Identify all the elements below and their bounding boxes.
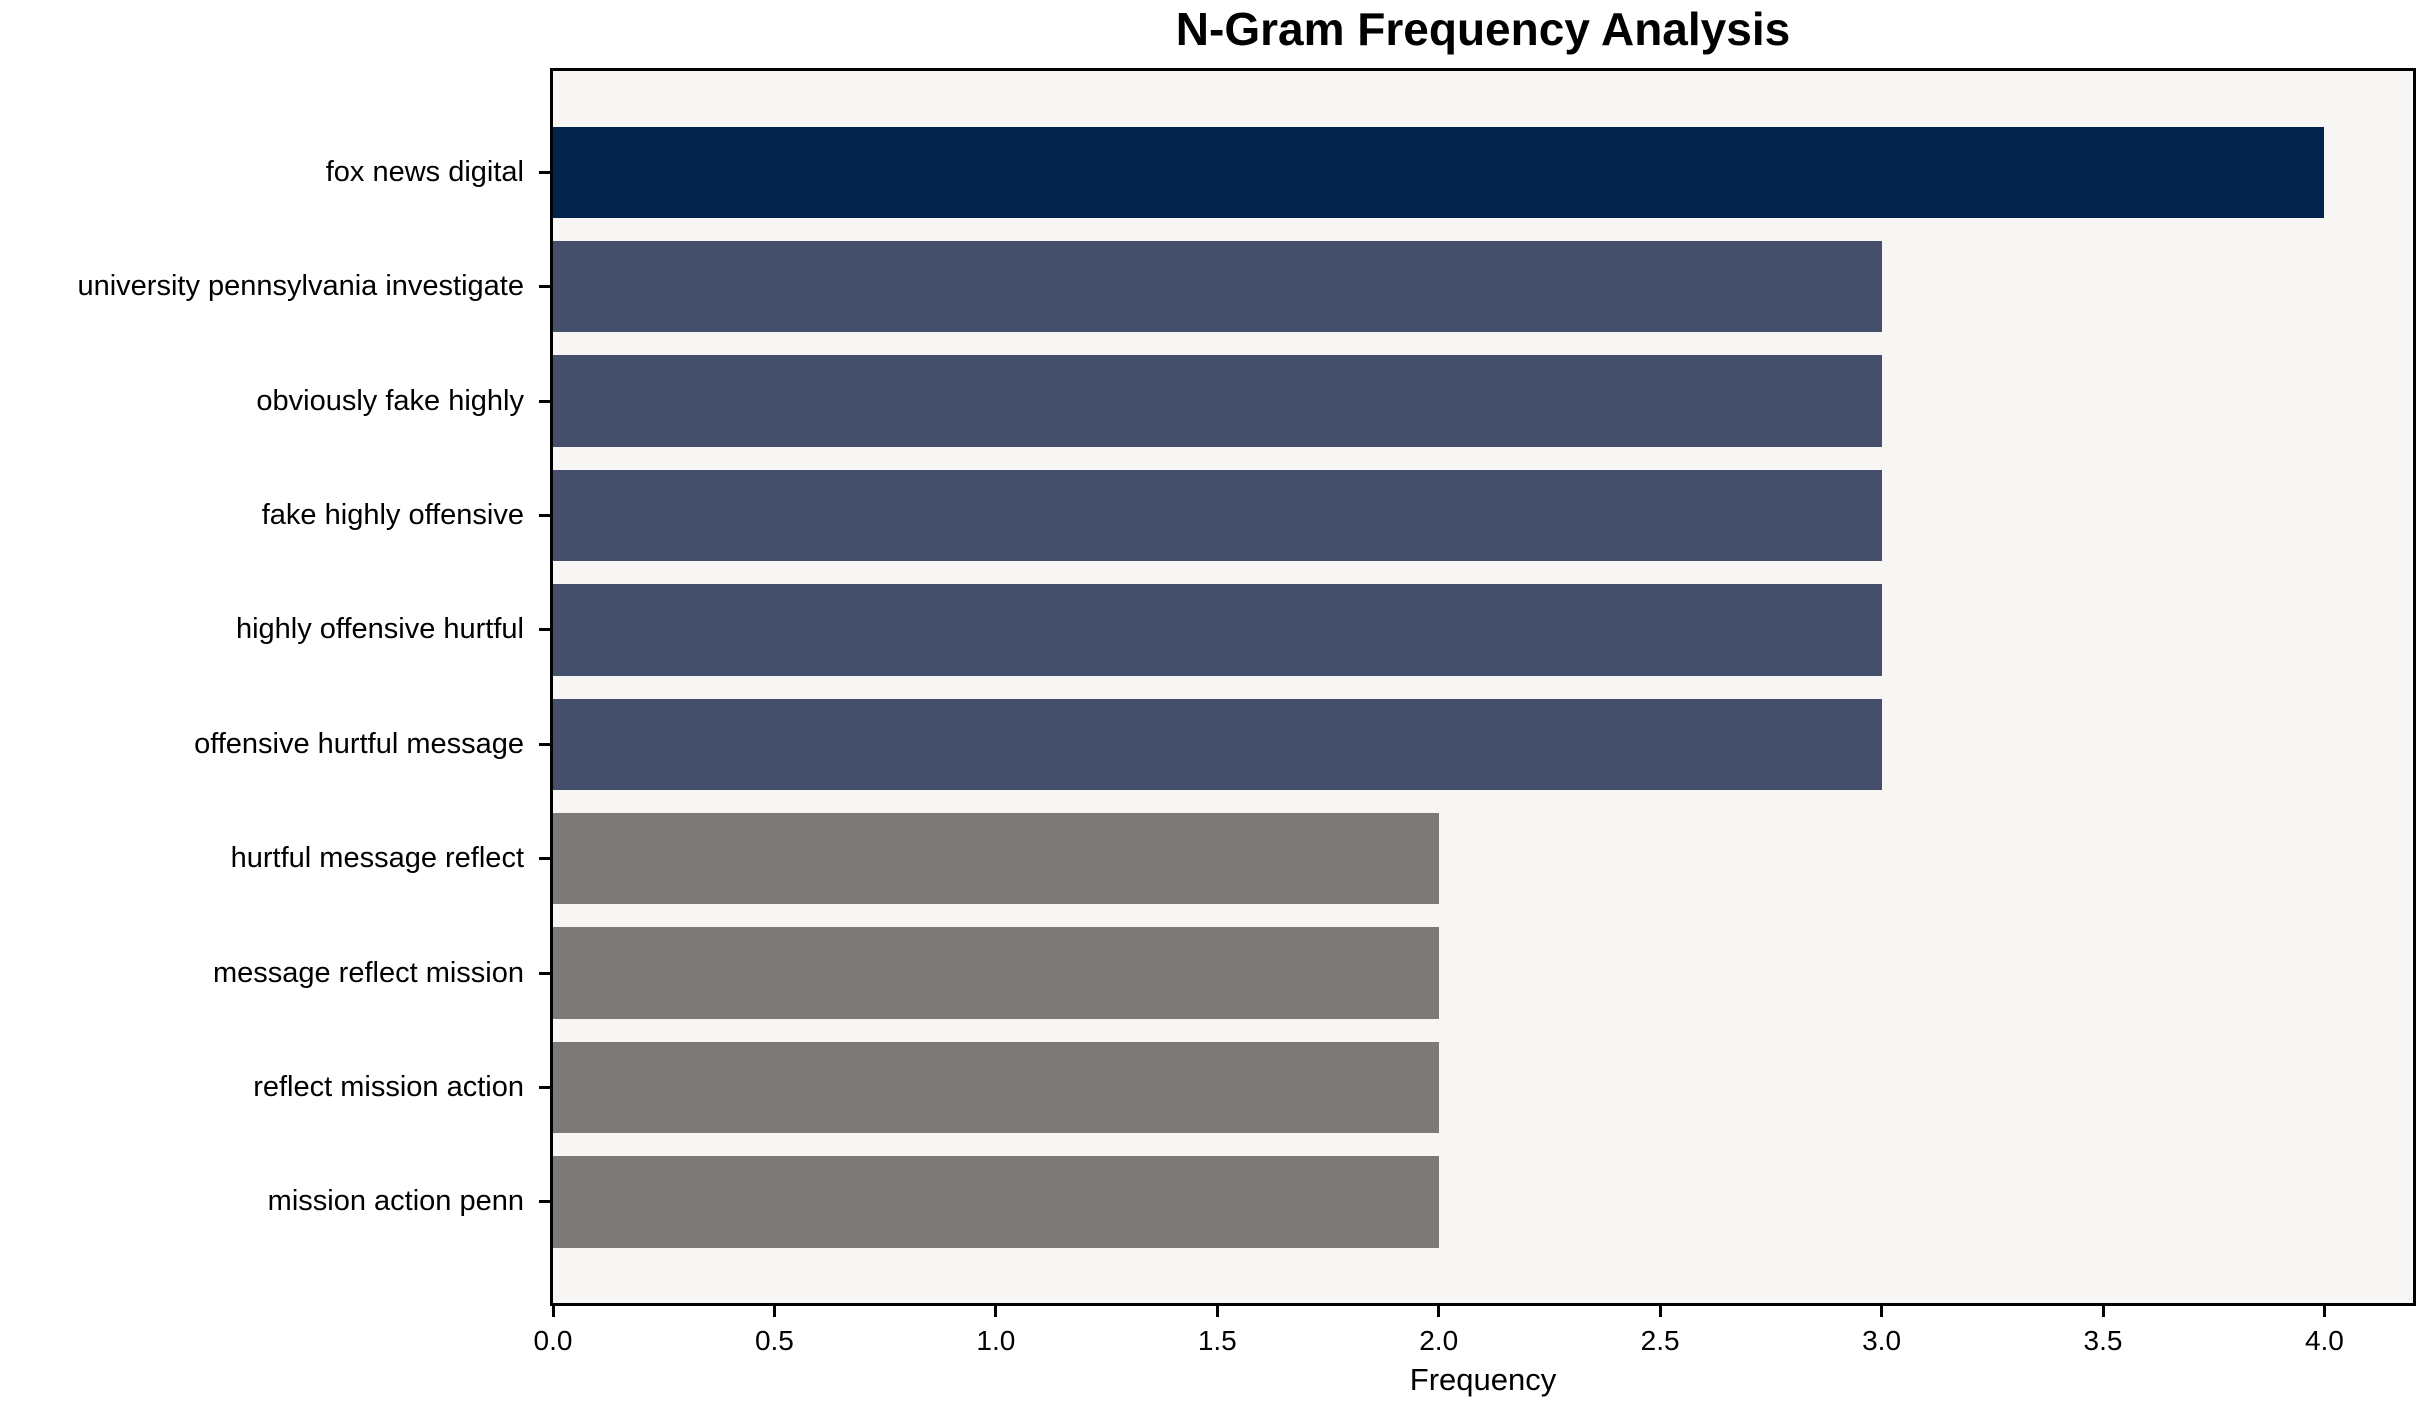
bar-hurtful-message-reflect [553,812,1439,905]
x-tick-mark [1880,1306,1884,1317]
plot-area [550,68,2416,1306]
x-axis-label: Frequency [1409,1362,1557,1397]
y-tick-mark [539,513,550,517]
bar-highly-offensive-hurtful [553,584,1882,676]
bar-mission-action-penn [553,1156,1439,1248]
x-tick-mark [1437,1306,1441,1317]
bar-fake-highly-offensive [553,469,1882,562]
x-tick-label: 4.0 [2304,1325,2344,1356]
bar-obviously-fake-highly [553,355,1882,447]
y-tick-mark [539,971,550,975]
y-tick-mark [539,857,550,861]
y-tick-label: fake highly offensive [261,498,524,531]
x-tick-label: 2.0 [1419,1325,1459,1356]
y-tick-mark [539,628,550,632]
y-tick-mark [539,1200,550,1204]
x-tick-mark [994,1306,998,1317]
y-tick-mark [539,170,550,174]
y-tick-mark [539,399,550,403]
y-tick-mark [539,742,550,746]
x-tick-label: 1.0 [976,1325,1016,1356]
x-tick-mark [2322,1306,2326,1317]
y-tick-label: hurtful message reflect [230,842,524,875]
x-tick-label: 2.5 [1640,1325,1680,1356]
bar-message-reflect-mission [553,927,1439,1019]
x-tick-label: 3.5 [2083,1325,2123,1356]
y-tick-mark [539,285,550,289]
chart-title: N-Gram Frequency Analysis [1175,3,1791,55]
y-tick-label: obviously fake highly [256,384,524,417]
y-tick-label: mission action penn [267,1185,524,1218]
y-tick-label: offensive hurtful message [194,727,524,760]
x-tick-mark [551,1306,555,1317]
x-tick-label: 3.0 [1862,1325,1902,1356]
y-tick-mark [539,1085,550,1089]
y-tick-label: university pennsylvania investigate [77,270,524,303]
x-tick-mark [1215,1306,1219,1317]
bar-fox-news-digital [553,126,2325,218]
bar-university-pennsylvania-investigate [553,240,1882,333]
y-tick-label: highly offensive hurtful [235,613,524,646]
bar-offensive-hurtful-message [553,698,1882,790]
y-tick-label: reflect mission action [253,1070,524,1103]
x-tick-mark [2101,1306,2105,1317]
y-tick-label: fox news digital [325,155,524,188]
x-tick-mark [772,1306,776,1317]
x-tick-mark [1658,1306,1662,1317]
x-tick-label: 0.0 [533,1325,573,1356]
y-tick-label: message reflect mission [212,956,524,989]
x-tick-label: 0.5 [754,1325,794,1356]
x-tick-label: 1.5 [1197,1325,1237,1356]
bar-reflect-mission-action [553,1041,1439,1134]
